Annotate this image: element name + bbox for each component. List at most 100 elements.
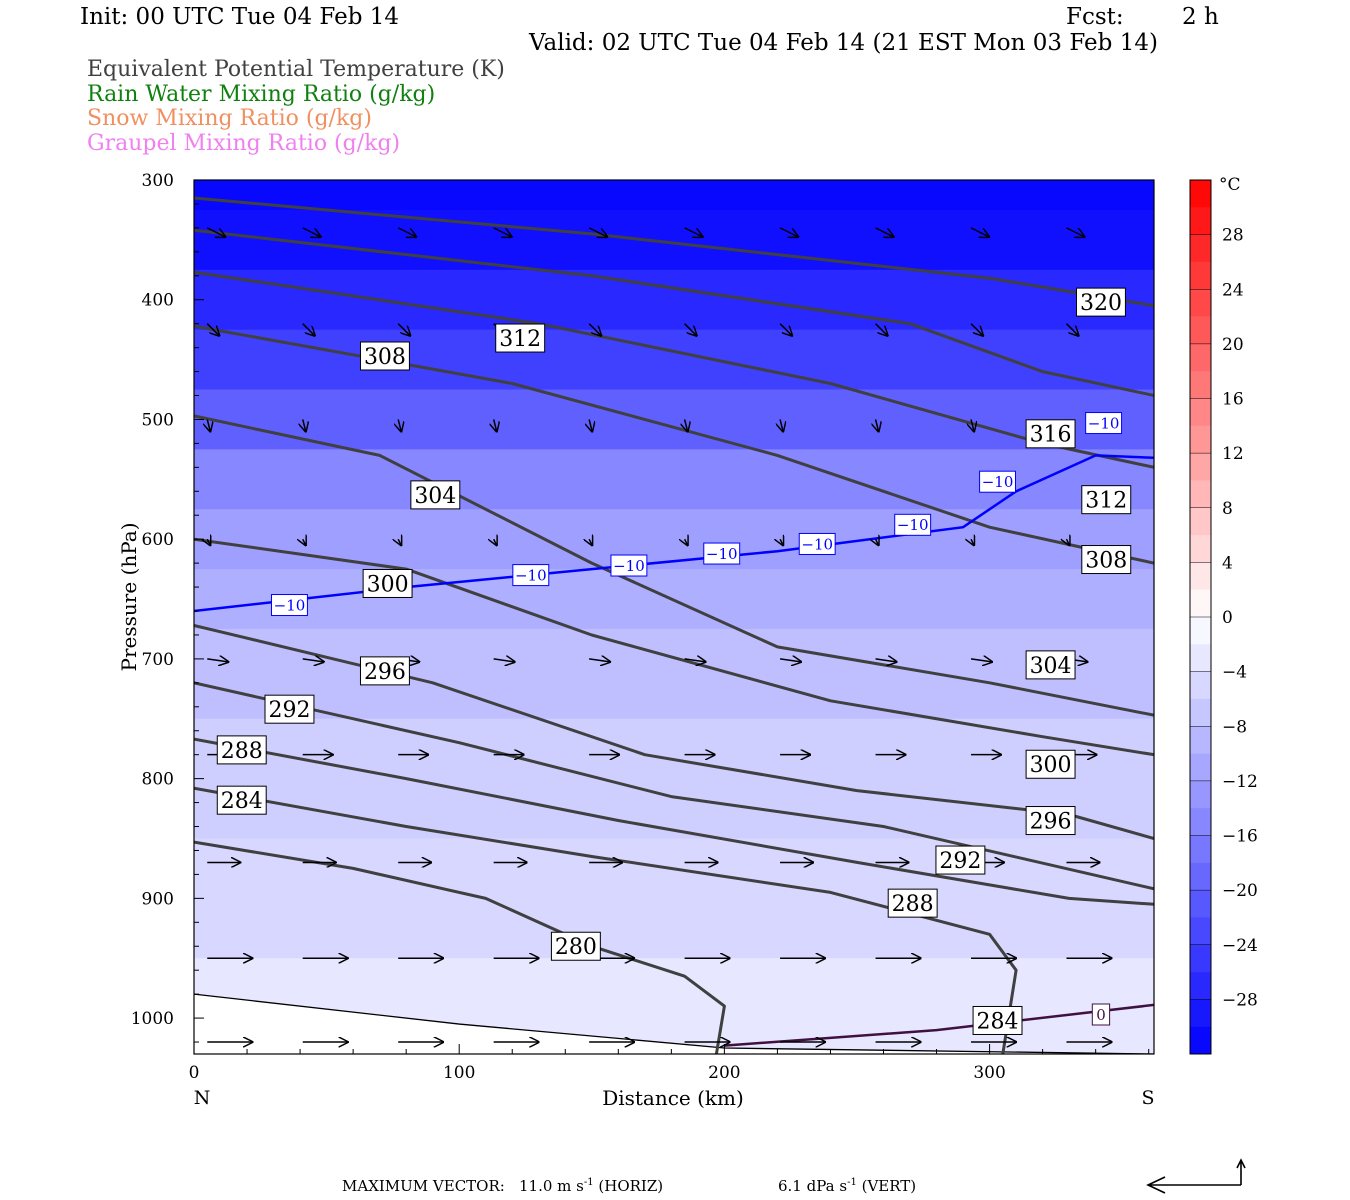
wind-vector: [589, 659, 610, 662]
colorbar-cell: [1190, 835, 1211, 864]
colorbar-cell: [1190, 698, 1211, 727]
wind-vector: [970, 659, 992, 662]
theta-e-label: 296: [359, 656, 410, 686]
theta-e-label-text: 288: [892, 892, 934, 917]
theta-e-label: 304: [410, 480, 461, 510]
theta-e-label-box: [972, 1005, 1023, 1035]
theta-e-label-box: [1025, 749, 1076, 779]
theta-e-label: 308: [359, 341, 410, 371]
theta-e-label: 292: [935, 845, 986, 875]
wind-vector: [780, 419, 783, 431]
theta-e-label: 300: [362, 568, 413, 598]
surface-line: [194, 993, 1154, 1054]
colorbar-tick-label: −20: [1222, 881, 1258, 901]
theta-e-label: 304: [1025, 650, 1076, 680]
colorbar-cell: [1190, 562, 1211, 590]
theta-e-label: 288: [887, 888, 938, 918]
colorbar-tick-label: −24: [1222, 936, 1258, 956]
theta-e-label: 312: [1081, 485, 1132, 515]
temperature-band: [194, 269, 1154, 331]
theta-e-label-box: [935, 845, 986, 875]
theta-e-label-text: 312: [1085, 489, 1127, 514]
wind-vector: [397, 227, 416, 237]
colorbar-tick-label: −28: [1222, 990, 1258, 1010]
colorbar-cell: [1190, 999, 1211, 1027]
theta-e-label: 288: [216, 735, 267, 765]
wind-vector: [207, 419, 210, 431]
colorbar-cell: [1190, 726, 1211, 754]
theta-e-label-text: 304: [414, 484, 456, 509]
temperature-band: [194, 329, 1154, 391]
south-label: S: [1141, 1087, 1154, 1109]
north-label: N: [194, 1087, 211, 1109]
y-tick-label: 900: [142, 889, 174, 909]
colorbar-cell: [1190, 425, 1211, 454]
isotherm-label-box: [271, 594, 308, 617]
isotherm-label: −10: [798, 532, 836, 555]
colorbar-cell: [1190, 890, 1211, 918]
colorbar-tick-label: −12: [1222, 772, 1258, 792]
theta-e-label-box: [1025, 419, 1076, 449]
colorbar-cell: [1190, 289, 1211, 317]
theta-e-label-box: [264, 694, 315, 724]
forecast-label: Fcst:: [1066, 4, 1124, 30]
wind-vector: [206, 323, 219, 336]
colorbar-cell: [1190, 180, 1211, 208]
isotherm-label-text: −10: [613, 557, 645, 575]
wind-vector: [302, 323, 315, 336]
x-tick-label: 100: [443, 1063, 475, 1083]
theta-e-label-text: 280: [555, 935, 597, 960]
theta-e-label: 308: [1081, 545, 1132, 575]
legend-rain: Rain Water Mixing Ratio (g/kg): [87, 82, 436, 107]
theta-e-label-box: [550, 931, 601, 961]
theta-e-label-box: [1081, 545, 1132, 575]
theta-e-label-text: 288: [221, 739, 263, 764]
wind-vector: [875, 227, 894, 237]
colorbar-cell: [1190, 316, 1211, 345]
colorbar-cell: [1190, 453, 1211, 481]
y-tick-label: 300: [142, 171, 174, 191]
wind-vector: [494, 419, 497, 431]
isotherm-label: −10: [894, 513, 932, 536]
colorbar-cell: [1190, 780, 1211, 809]
wind-vector: [779, 227, 798, 237]
theta-e-label-box: [495, 323, 546, 353]
wind-vector: [589, 419, 592, 431]
y-tick-label: 1000: [131, 1009, 174, 1029]
wind-vector: [398, 419, 401, 431]
wind-vector: [685, 539, 688, 545]
colorbar-cell: [1190, 261, 1211, 290]
isotherm-label-text: −10: [801, 535, 833, 553]
isotherm-label-box: [979, 470, 1016, 493]
wind-vector: [780, 539, 783, 545]
wind-vector: [684, 323, 697, 336]
wind-vector: [303, 419, 306, 431]
freezing-label-box: [1091, 1003, 1111, 1026]
colorbar-cell: [1190, 1026, 1211, 1055]
colorbar-cell: [1190, 507, 1211, 536]
theta-e-label-box: [1025, 650, 1076, 680]
isotherm-label-box: [703, 542, 741, 565]
wind-vector: [1066, 539, 1069, 545]
temperature-band: [194, 389, 1154, 450]
wind-vector: [684, 227, 703, 237]
colorbar-tick-label: 0: [1222, 608, 1233, 628]
temperature-band: [194, 718, 1154, 839]
wind-vector: [876, 419, 879, 431]
y-tick-label: 700: [142, 650, 174, 670]
isotherm-label: −10: [1085, 412, 1123, 435]
theta-e-label: 320: [1076, 287, 1126, 317]
wind-vector: [206, 227, 225, 237]
theta-e-contour-300: [194, 537, 1154, 757]
colorbar-tick-label: 20: [1222, 335, 1244, 355]
wind-vector: [207, 539, 210, 545]
wind-vector: [684, 659, 706, 662]
x-tick-label: 0: [189, 1063, 200, 1083]
theta-e-contour-312: [194, 270, 1154, 469]
colorbar-cell: [1190, 589, 1211, 618]
wind-vector: [397, 323, 410, 336]
isotherm-label: −10: [979, 470, 1016, 493]
isotherm-label-box: [1085, 412, 1123, 435]
wind-vector: [971, 539, 974, 545]
